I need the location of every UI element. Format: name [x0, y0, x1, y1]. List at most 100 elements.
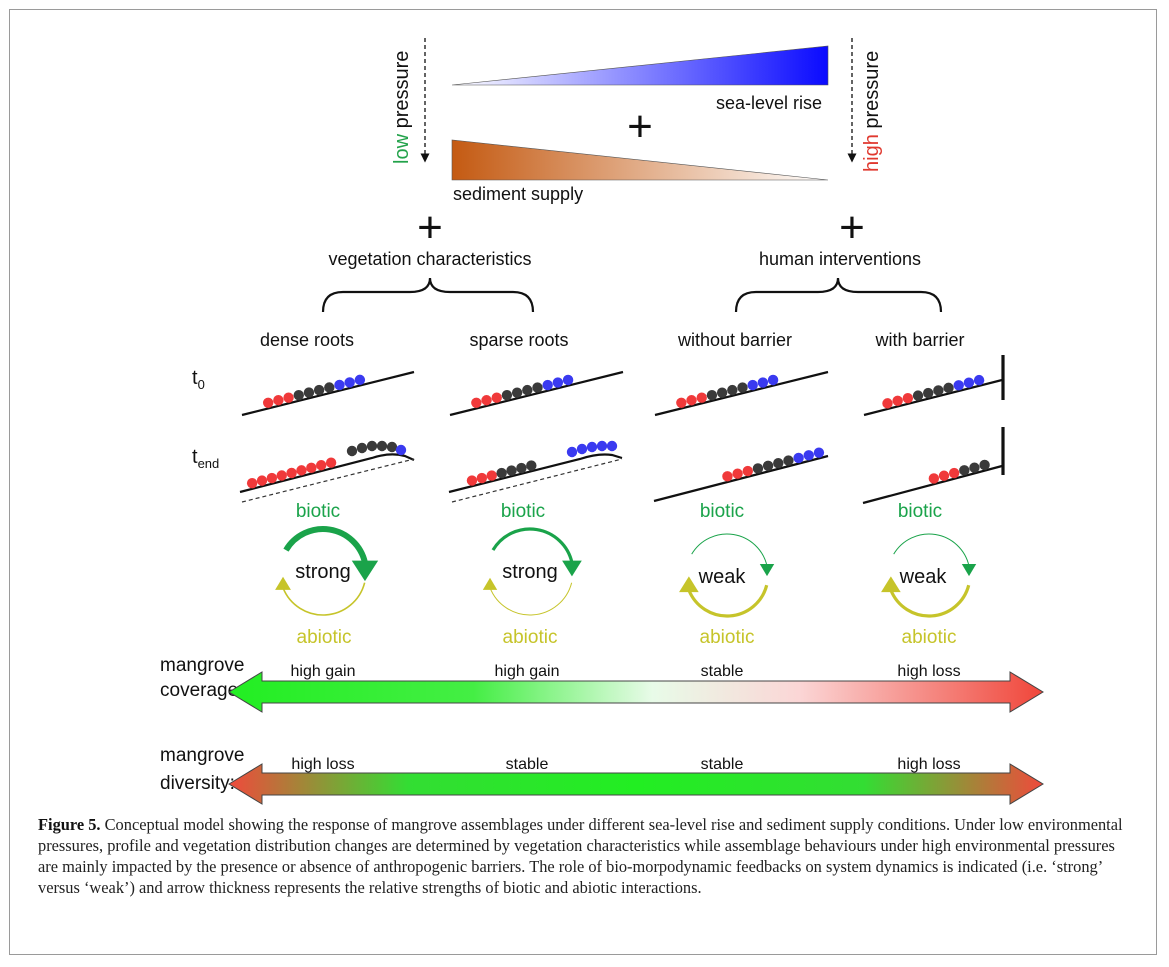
coverage-label-line1: mangrove	[160, 655, 245, 676]
biotic-arrowhead	[562, 560, 582, 577]
t0-profile-1-dot-r	[262, 397, 274, 408]
tend-profile-2-dot-k	[506, 465, 517, 476]
t0-profile-1-dot-b	[354, 374, 366, 386]
t0-profile-3-dot-r	[676, 397, 687, 408]
strength-label-1: strong	[295, 561, 351, 583]
column-title-sparse-roots: sparse roots	[469, 330, 568, 350]
profile-line	[863, 378, 1003, 417]
low-pressure-label: low pressure	[391, 51, 413, 164]
t0-profile-1-dot-b	[344, 377, 355, 388]
tend-profile-3-dot-k	[783, 455, 794, 466]
biotic-arc	[283, 526, 368, 564]
tend-profile-4	[862, 427, 1005, 505]
t0-profile-4-dot-k	[933, 385, 944, 396]
old-profile-dashed	[241, 458, 415, 503]
diversity-value-4: high loss	[897, 756, 960, 773]
biotic-arrowhead	[351, 560, 379, 582]
tend-profile-1	[239, 440, 415, 503]
tend-profile-1-dot-k	[366, 440, 378, 452]
coverage-value-3: stable	[701, 663, 744, 680]
t0-profile-1	[241, 370, 415, 417]
tend-profile-2-dot-k	[526, 460, 537, 471]
t0-profile-3-dot-b	[767, 374, 779, 386]
abiotic-label-2: abiotic	[503, 627, 558, 648]
strength-label-4: weak	[899, 566, 948, 588]
tend-profile-2-dot-k	[496, 467, 507, 479]
biotic-label-4: biotic	[898, 501, 942, 522]
t0-profile-4-dot-k	[943, 382, 954, 394]
column-title-without-barrier: without barrier	[677, 330, 792, 350]
t0-profile-1-dot-b	[334, 379, 345, 391]
tend-profile-1-dot-r	[256, 475, 268, 486]
tend-profile-1-dot-b	[395, 444, 407, 456]
tend-profile-3-dot-b	[813, 447, 825, 458]
biotic-arrowhead	[961, 564, 977, 577]
biotic-arc	[491, 527, 574, 563]
t0-profile-3-dot-k	[716, 387, 728, 398]
abiotic-arc	[489, 582, 573, 616]
t0-profile-4-dot-b	[963, 377, 975, 388]
feedback-loop-3	[679, 533, 775, 618]
tend-profile-2-dot-b	[606, 440, 618, 452]
coverage-value-2: high gain	[495, 663, 560, 680]
tend-profile-1-dot-k	[346, 445, 358, 457]
column-title-with-barrier: with barrier	[874, 330, 964, 350]
profile-line	[862, 464, 1003, 505]
tend-profile-3-dot-k	[762, 460, 774, 472]
abiotic-arrowhead	[679, 576, 699, 593]
t0-profile-2	[449, 370, 624, 417]
t0-label: t0	[192, 367, 205, 392]
biotic-label-3: biotic	[700, 501, 744, 522]
t0-profile-4-dot-k	[922, 387, 934, 399]
abiotic-arrowhead	[881, 576, 901, 593]
figure-frame	[9, 9, 1157, 955]
tend-profile-2-dot-r	[486, 470, 497, 481]
abiotic-arc	[282, 582, 366, 616]
diversity-double-arrow	[228, 763, 1044, 805]
low-pressure-arrow: low pressure	[391, 38, 430, 164]
t0-profile-2-dot-k	[532, 382, 543, 393]
feedback-loop-4	[881, 533, 977, 618]
vegetation-characteristics-heading: vegetation characteristics	[328, 249, 531, 269]
t0-profile-2-dot-b	[542, 379, 553, 391]
abiotic-arrowhead	[482, 577, 498, 590]
tend-profile-3-dot-r	[722, 471, 733, 482]
biotic-arrowhead	[759, 564, 775, 577]
sediment-supply-wedge	[451, 139, 829, 181]
tend-profile-1-dot-r	[316, 460, 327, 471]
t0-profile-3-dot-k	[737, 382, 748, 393]
t0-profile-1-dot-r	[283, 392, 294, 403]
feedback-loop-1	[275, 526, 379, 616]
diversity-value-3: stable	[701, 756, 744, 773]
tend-profile-2-dot-b	[566, 446, 578, 458]
abiotic-arc	[687, 584, 769, 618]
profile-line	[654, 370, 829, 417]
abiotic-arc	[889, 584, 971, 618]
tend-profile-3-dot-b	[793, 452, 804, 464]
profile-line	[241, 370, 415, 417]
tend-profile-2-dot-b	[596, 440, 608, 452]
sediment-supply-label: sediment supply	[453, 184, 583, 204]
t0-profile-4-dot-b	[973, 374, 985, 386]
diversity-label-line2: diversity:	[160, 773, 235, 794]
tend-profile-1-dot-r	[266, 472, 278, 484]
abiotic-label-4: abiotic	[902, 627, 957, 648]
plus-sign-center: +	[627, 102, 653, 151]
tend-profile-1-dot-r	[286, 467, 297, 479]
profiles-group	[239, 355, 1005, 505]
tend-profile-4-dot-r	[948, 467, 960, 479]
tend-profile-1-dot-r	[246, 477, 258, 489]
strength-label-3: weak	[698, 566, 747, 588]
old-profile-dashed	[451, 458, 623, 503]
t0-profile-2-dot-k	[501, 389, 513, 401]
column-title-dense-roots: dense roots	[260, 330, 354, 350]
abiotic-label-3: abiotic	[700, 627, 755, 648]
caption-label: Figure 5.	[38, 815, 101, 834]
tend-profile-4-dot-k	[959, 465, 970, 476]
tend-profile-1-dot-k	[386, 441, 398, 453]
plus-sign-left: +	[417, 203, 443, 252]
abiotic-label-1: abiotic	[297, 627, 352, 648]
t0-profile-3-dot-k	[706, 389, 718, 401]
t0-profile-3-dot-r	[686, 395, 697, 406]
tend-label: tend	[192, 446, 219, 471]
